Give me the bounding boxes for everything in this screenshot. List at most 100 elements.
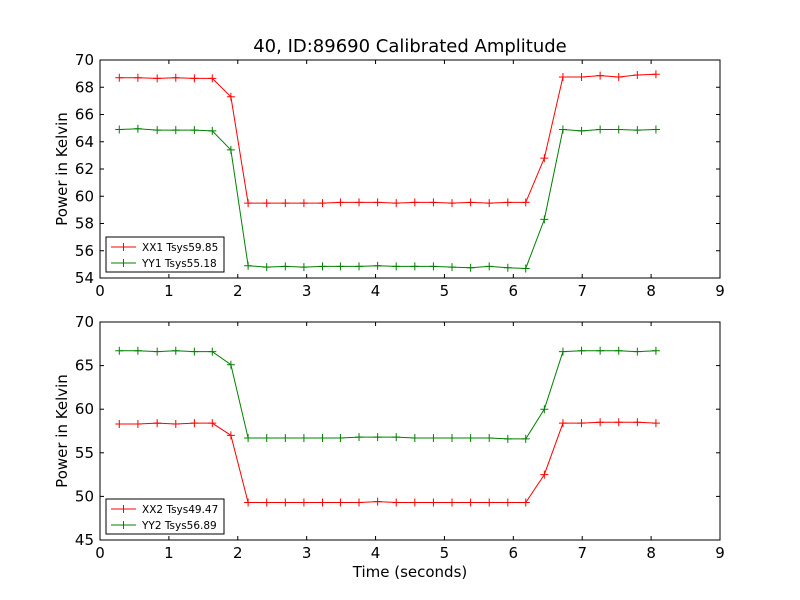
data-point-marker — [596, 346, 605, 355]
x-tick-label: 7 — [577, 282, 587, 300]
legend-label: YY1 Tsys55.18 — [141, 258, 217, 270]
data-point-marker — [281, 433, 290, 442]
data-point-marker — [153, 347, 162, 356]
y-tick-label: 60 — [75, 400, 94, 418]
chart-title: 40, ID:89690 Calibrated Amplitude — [253, 36, 567, 57]
data-point-marker — [429, 498, 438, 507]
data-point-marker — [208, 419, 217, 428]
data-point-marker — [299, 263, 308, 272]
data-point-marker — [485, 199, 494, 208]
x-tick-label: 3 — [302, 544, 312, 562]
data-point-marker — [503, 263, 512, 272]
data-point-marker — [540, 405, 549, 414]
legend-marker — [119, 521, 128, 529]
x-tick-label: 5 — [440, 544, 450, 562]
legend-label: XX2 Tsys49.47 — [142, 504, 218, 516]
data-point-marker — [466, 433, 475, 442]
data-point-marker — [373, 497, 382, 506]
y-tick-label: 45 — [75, 531, 94, 549]
data-point-marker — [503, 498, 512, 507]
legend-label: XX1 Tsys59.85 — [142, 242, 218, 254]
data-point-marker — [336, 262, 345, 271]
data-point-marker — [503, 198, 512, 207]
data-point-marker — [651, 346, 660, 355]
data-point-marker — [410, 198, 419, 207]
y-tick-label: 60 — [75, 187, 94, 205]
data-point-marker — [633, 347, 642, 356]
data-point-marker — [558, 419, 567, 428]
y-tick-label: 66 — [75, 106, 94, 124]
y-axis-label: Power in Kelvin — [53, 374, 71, 488]
data-point-marker — [614, 346, 623, 355]
data-point-marker — [115, 73, 124, 82]
data-point-marker — [633, 126, 642, 135]
y-tick-label: 70 — [75, 51, 94, 69]
data-point-marker — [262, 263, 271, 272]
data-point-marker — [633, 70, 642, 79]
y-axis-label: Power in Kelvin — [53, 112, 71, 226]
data-point-marker — [448, 199, 457, 208]
data-point-marker — [171, 346, 180, 355]
y-tick-label: 62 — [75, 160, 94, 178]
x-tick-label: 9 — [715, 544, 725, 562]
legend-label: YY2 Tsys56.89 — [141, 520, 217, 532]
data-point-marker — [577, 419, 586, 428]
x-tick-label: 7 — [577, 544, 587, 562]
data-point-marker — [208, 74, 217, 83]
legend: XX2 Tsys49.47 YY2 Tsys56.89 — [105, 498, 225, 535]
legend-marker — [119, 243, 128, 251]
data-point-marker — [521, 498, 530, 507]
data-point-marker — [262, 433, 271, 442]
data-point-marker — [558, 125, 567, 134]
series-1 — [115, 70, 660, 208]
data-point-marker — [133, 124, 142, 133]
x-tick-label: 8 — [646, 544, 656, 562]
data-point-marker — [115, 125, 124, 134]
x-tick-label: 3 — [302, 282, 312, 300]
data-point-marker — [226, 145, 235, 154]
data-point-marker — [558, 73, 567, 82]
legend-marker — [119, 505, 128, 513]
data-point-marker — [133, 420, 142, 429]
data-point-marker — [190, 74, 199, 83]
data-point-marker — [596, 71, 605, 80]
data-point-marker — [153, 419, 162, 428]
data-point-marker — [429, 198, 438, 207]
y-tick-label: 54 — [75, 269, 94, 287]
x-tick-label: 1 — [164, 282, 174, 300]
data-point-marker — [336, 498, 345, 507]
data-point-marker — [355, 498, 364, 507]
data-point-marker — [466, 498, 475, 507]
data-point-marker — [208, 347, 217, 356]
data-point-marker — [466, 263, 475, 272]
data-point-marker — [171, 420, 180, 429]
x-tick-label: 0 — [95, 544, 105, 562]
data-point-marker — [262, 498, 271, 507]
data-point-marker — [115, 420, 124, 429]
data-point-marker — [448, 263, 457, 272]
data-point-marker — [540, 154, 549, 163]
data-point-marker — [651, 419, 660, 428]
data-point-marker — [373, 198, 382, 207]
data-point-marker — [133, 73, 142, 82]
data-point-marker — [299, 433, 308, 442]
data-point-marker — [485, 498, 494, 507]
data-point-marker — [633, 418, 642, 427]
legend-box — [105, 498, 225, 535]
data-point-marker — [448, 498, 457, 507]
x-tick-label: 6 — [509, 544, 519, 562]
data-point-marker — [115, 346, 124, 355]
data-point-marker — [318, 199, 327, 208]
data-point-marker — [244, 498, 253, 507]
data-point-marker — [392, 433, 401, 442]
y-tick-label: 70 — [75, 313, 94, 331]
x-tick-label: 4 — [371, 282, 381, 300]
data-point-marker — [244, 261, 253, 270]
data-point-marker — [392, 262, 401, 271]
data-point-marker — [226, 431, 235, 440]
data-point-marker — [614, 125, 623, 134]
y-tick-label: 55 — [75, 444, 94, 462]
x-tick-label: 0 — [95, 282, 105, 300]
